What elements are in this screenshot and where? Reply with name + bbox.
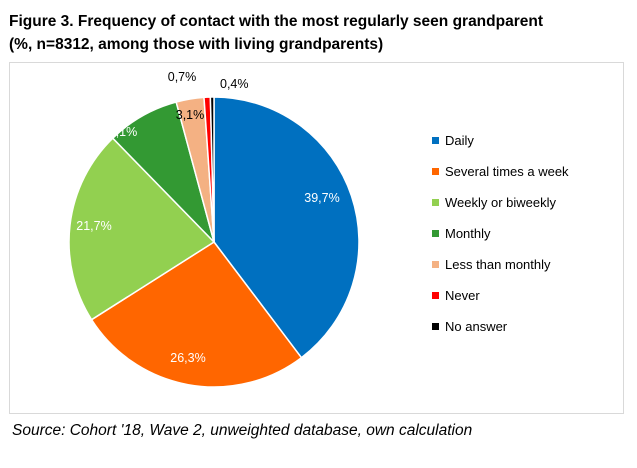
legend-item-weekly-or-biweekly: Weekly or biweekly: [432, 187, 569, 218]
chart-title: Figure 3. Frequency of contact with the …: [9, 10, 629, 56]
pie-slice-weekly-or-biweekly: [68, 137, 216, 321]
pie-chart: 39,7% 26,3% 21,7% 8,1% 3,1% 0,7% 0,4%: [68, 70, 360, 388]
legend-swatch: [432, 292, 439, 299]
legend-swatch: [432, 323, 439, 330]
legend-label: Weekly or biweekly: [445, 195, 557, 210]
title-line-2: (%, n=8312, among those with living gran…: [9, 36, 384, 53]
legend-label: Daily: [445, 133, 474, 148]
legend-swatch: [432, 261, 439, 268]
data-label-no-answer: 0,4%: [220, 77, 249, 91]
data-label-weekly-or-biweekly: 21,7%: [76, 219, 111, 233]
legend-swatch: [432, 230, 439, 237]
legend-label: Never: [445, 288, 480, 303]
data-label-less-than-monthly: 3,1%: [176, 108, 205, 122]
legend-label: No answer: [445, 319, 508, 334]
legend-item-daily: Daily: [432, 125, 569, 156]
legend-item-several-times-a-week: Several times a week: [432, 156, 569, 187]
pie-slice-daily: [213, 96, 360, 359]
legend-label: Several times a week: [445, 164, 569, 179]
legend-item-monthly: Monthly: [432, 218, 569, 249]
data-label-daily: 39,7%: [304, 191, 339, 205]
legend-label: Less than monthly: [445, 257, 551, 272]
title-line-1: Figure 3. Frequency of contact with the …: [9, 13, 543, 30]
legend-swatch: [432, 199, 439, 206]
legend-swatch: [432, 168, 439, 175]
pie-slice-several-times-a-week: [90, 240, 303, 388]
legend-item-no-answer: No answer: [432, 311, 569, 342]
legend: Daily Several times a week Weekly or biwee…: [432, 125, 569, 342]
legend-swatch: [432, 137, 439, 144]
data-label-monthly: 8,1%: [109, 125, 138, 139]
pie-slice-no-answer: [209, 96, 215, 243]
chart-area: 39,7% 26,3% 21,7% 8,1% 3,1% 0,7% 0,4% Daily Sev…: [9, 62, 624, 414]
legend-label: Monthly: [445, 226, 491, 241]
legend-item-less-than-monthly: Less than monthly: [432, 249, 569, 280]
data-label-several-times-a-week: 26,3%: [170, 351, 205, 365]
data-label-never: 0,7%: [168, 70, 197, 84]
legend-item-never: Never: [432, 280, 569, 311]
source-note: Source: Cohort '18, Wave 2, unweighted d…: [12, 422, 473, 439]
